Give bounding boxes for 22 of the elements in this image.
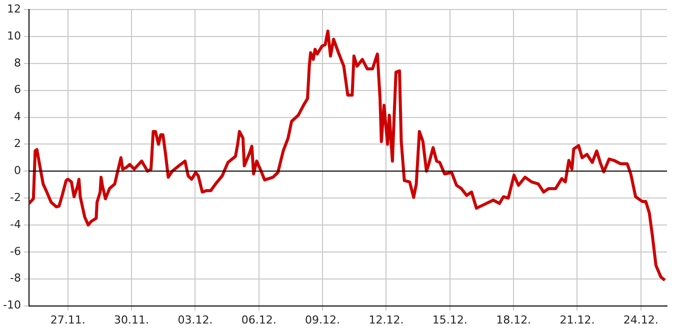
x-tick-label: 12.12. — [368, 313, 404, 326]
y-tick-label: -2 — [10, 190, 21, 204]
y-tick-label: 12 — [6, 2, 21, 16]
y-tick-label: 8 — [14, 56, 21, 70]
y-tick-label: 2 — [14, 137, 21, 150]
y-tick-label: -8 — [10, 272, 21, 285]
x-tick-label: 15.12. — [432, 313, 468, 326]
y-tick-label: 0 — [14, 164, 21, 178]
x-tick-label: 06.12. — [241, 313, 276, 326]
x-tick-label: 30.11. — [114, 313, 150, 326]
x-tick-label: 21.12. — [560, 313, 595, 326]
y-tick-label: -6 — [10, 244, 21, 258]
x-tick-label: 24.12. — [623, 313, 658, 326]
y-tick-label: 10 — [6, 29, 21, 42]
x-tick-label: 03.12. — [178, 313, 213, 326]
x-tick-label: 09.12. — [305, 313, 340, 326]
y-tick-label: -10 — [3, 298, 21, 312]
y-tick-label: 4 — [14, 110, 21, 124]
y-tick-label: 6 — [14, 83, 21, 96]
y-tick-label: -4 — [10, 218, 21, 231]
x-tick-label: 27.11. — [50, 313, 86, 326]
x-tick-label: 18.12. — [496, 313, 532, 326]
